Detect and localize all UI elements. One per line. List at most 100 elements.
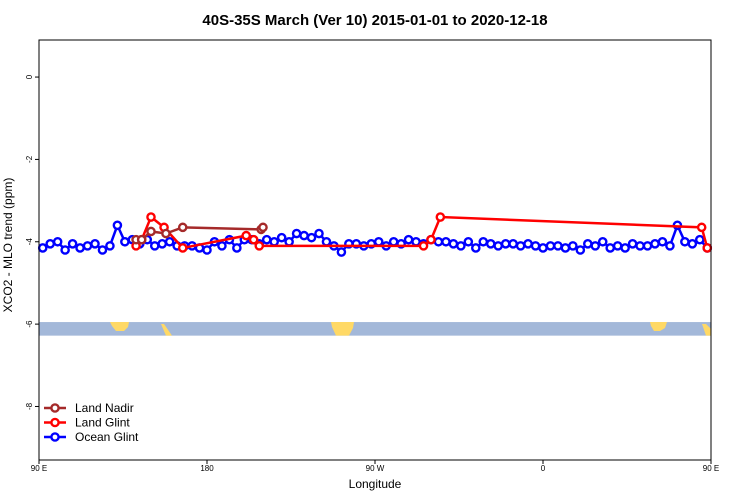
land-nadir-point	[258, 222, 268, 233]
ocean-glint-point	[37, 243, 48, 253]
legend-item-ocean-glint: Ocean Glint	[44, 430, 139, 444]
ocean-glint-point	[232, 243, 242, 253]
legend-label: Ocean Glint	[75, 430, 139, 444]
legend-swatch-marker	[50, 432, 60, 442]
ocean-glint-point	[90, 239, 100, 249]
ocean-glint-point	[657, 236, 668, 247]
land-patch	[161, 324, 172, 336]
series-land-nadir	[131, 222, 268, 245]
ocean-glint-point	[448, 239, 459, 249]
ocean-glint-point	[605, 243, 616, 253]
ocean-glint-point	[314, 228, 324, 239]
x-tick-label: 0	[541, 464, 546, 473]
ocean-glint-point	[545, 241, 556, 251]
ocean-glint-point	[433, 236, 444, 247]
ocean-glint-point	[60, 245, 70, 255]
ocean-glint-point	[45, 239, 56, 249]
ocean-glint-point	[97, 245, 108, 255]
ocean-glint-point	[67, 239, 78, 249]
ocean-glint-point	[642, 241, 653, 251]
ocean-glint-point	[149, 241, 160, 251]
legend-swatch-marker	[50, 417, 60, 428]
ocean-glint-point	[441, 236, 451, 247]
x-tick-label: 90 W	[366, 464, 385, 473]
ocean-glint-point	[508, 239, 518, 249]
x-tick-label: 180	[200, 464, 214, 473]
y-axis: 0 -2 -4 -6 -8	[25, 74, 39, 410]
land-glint-point	[435, 212, 446, 222]
ocean-glint-point	[411, 236, 421, 247]
y-tick-label: -6	[25, 320, 34, 328]
land-glint-point	[418, 241, 429, 251]
ocean-glint-point	[202, 245, 212, 255]
ocean-glint-point	[500, 239, 511, 249]
x-axis-label: Longitude	[349, 477, 402, 491]
ocean-glint-point	[321, 236, 332, 247]
ocean-glint-point	[217, 241, 227, 251]
series-layer	[37, 212, 713, 257]
y-tick-label: -2	[25, 155, 34, 163]
ocean-glint-point	[291, 228, 302, 239]
land-nadir-point	[146, 226, 156, 237]
ocean-glint-point	[463, 236, 474, 247]
ocean-glint-point	[403, 234, 414, 245]
land-glint-point	[696, 222, 707, 233]
chart-title: 40S-35S March (Ver 10) 2015-01-01 to 202…	[202, 12, 547, 29]
land-glint-point	[248, 234, 259, 245]
land-patch	[650, 322, 667, 332]
ocean-glint-point	[635, 241, 645, 251]
ocean-glint-point	[627, 239, 638, 249]
land-nadir-point	[177, 222, 188, 233]
ocean-glint-point	[695, 234, 705, 245]
map-strip	[39, 322, 711, 336]
land-glint-point	[177, 243, 188, 253]
land-patch	[331, 322, 354, 336]
y-tick-label: -8	[25, 402, 34, 410]
ocean-glint-point	[157, 239, 167, 249]
x-tick-label: 90 E	[703, 464, 719, 473]
ocean-glint-point	[478, 236, 489, 247]
land-glint-point	[426, 234, 436, 245]
ocean-glint-point	[306, 232, 317, 243]
land-patch	[702, 324, 711, 336]
land-nadir-point	[161, 228, 171, 239]
legend-label: Land Glint	[75, 416, 130, 430]
legend-label: Land Nadir	[75, 401, 134, 415]
ocean-glint-point	[82, 241, 93, 251]
ocean-glint-point	[470, 243, 481, 253]
ocean-glint-point	[590, 241, 601, 251]
ocean-glint-point	[456, 241, 466, 251]
ocean-glint-point	[575, 245, 586, 255]
y-tick-label: -4	[25, 238, 34, 246]
ocean-glint-point	[336, 247, 347, 257]
ocean-glint-point	[680, 236, 690, 247]
ocean-glint-point	[538, 243, 548, 253]
ocean-glint-point	[485, 239, 496, 249]
ocean-band	[39, 322, 711, 336]
land-nadir-point	[136, 234, 147, 245]
ocean-glint-point	[560, 243, 571, 253]
x-tick-label: 90 E	[31, 464, 47, 473]
ocean-glint-point	[164, 236, 175, 247]
x-axis: 90 E 180 90 W 0 90 E	[31, 460, 719, 473]
ocean-glint-point	[515, 241, 526, 251]
land-glint-point	[241, 230, 251, 241]
ocean-glint-point	[120, 236, 130, 247]
legend-item-land-nadir: Land Nadir	[44, 401, 134, 415]
ocean-glint-point	[530, 241, 541, 251]
ocean-glint-point	[597, 236, 608, 247]
ocean-glint-point	[284, 236, 294, 247]
ocean-glint-point	[687, 239, 698, 249]
ocean-glint-point	[493, 241, 504, 251]
ocean-glint-point	[276, 232, 287, 243]
legend-swatch-marker	[50, 403, 60, 413]
ocean-glint-point	[52, 236, 63, 247]
land-patch	[110, 322, 129, 332]
y-tick-label: 0	[25, 74, 34, 79]
ocean-glint-point	[665, 241, 675, 251]
legend-item-land-glint: Land Glint	[44, 416, 130, 430]
land-glint-point	[702, 243, 713, 253]
y-axis-label: XCO2 - MLO trend (ppm)	[1, 178, 15, 313]
